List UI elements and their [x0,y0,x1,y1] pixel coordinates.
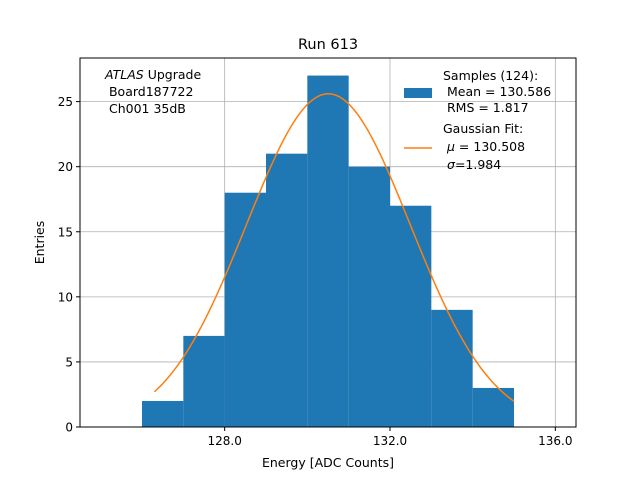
annotation-board: Board187722 [105,84,193,99]
x-tick-label: 132.0 [373,434,407,448]
legend-fit-line-3: σ=1.984 [447,157,501,172]
legend-histogram-line-2: Mean = 130.586 [443,84,551,99]
y-tick-label: 25 [58,95,73,109]
histogram-bar [390,205,432,427]
histogram-bar [431,309,473,427]
y-tick-label: 0 [65,421,73,435]
y-tick-label: 15 [58,225,73,239]
y-tick-label: 5 [65,355,73,369]
legend-histogram-swatch [404,88,432,98]
legend-fit-line-2: μ = 130.508 [446,139,525,154]
histogram-bar [348,166,390,427]
legend-histogram-line-3: RMS = 1.817 [443,100,529,115]
x-tick-label: 136.0 [538,434,572,448]
histogram-bar [183,335,225,427]
annotation-upgrade: Upgrade [144,67,202,82]
legend-sigma-symbol: σ [447,157,456,172]
axis-ticks: 128.0 132.0 136.0 0 5 10 15 20 25 [58,95,573,448]
annotation-line-1: ATLAS Upgrade [104,67,201,82]
annotation-atlas: ATLAS [104,67,144,82]
annotation-channel: Ch001 35dB [105,101,186,116]
x-tick-label: 128.0 [207,434,241,448]
y-tick-label: 20 [58,160,73,174]
y-axis-label: Entries [32,221,47,265]
gaussian-fit [153,93,515,402]
atlas-annotation: ATLAS Upgrade Board187722 Ch001 35dB [104,67,201,116]
histogram-bar [224,192,266,427]
histogram-bars [142,75,514,428]
chart-title: Run 613 [298,37,358,53]
x-axis-label: Energy [ADC Counts] [262,455,394,470]
y-tick-label: 10 [58,290,73,304]
legend-histogram-line-1: Samples (124): [443,68,538,83]
histogram-bar [472,387,514,427]
legend: Samples (124): Mean = 130.586 RMS = 1.81… [404,68,551,172]
legend-fit-line-1: Gaussian Fit: [443,121,523,136]
fit-curve [153,93,515,402]
plot-frame [79,57,577,428]
histogram-bar [142,400,184,427]
legend-mu-value: = 130.508 [455,139,525,154]
legend-mu-symbol: μ [446,139,455,154]
histogram-bar [266,153,308,427]
histogram-bar [307,75,349,428]
legend-sigma-value: =1.984 [455,157,501,172]
